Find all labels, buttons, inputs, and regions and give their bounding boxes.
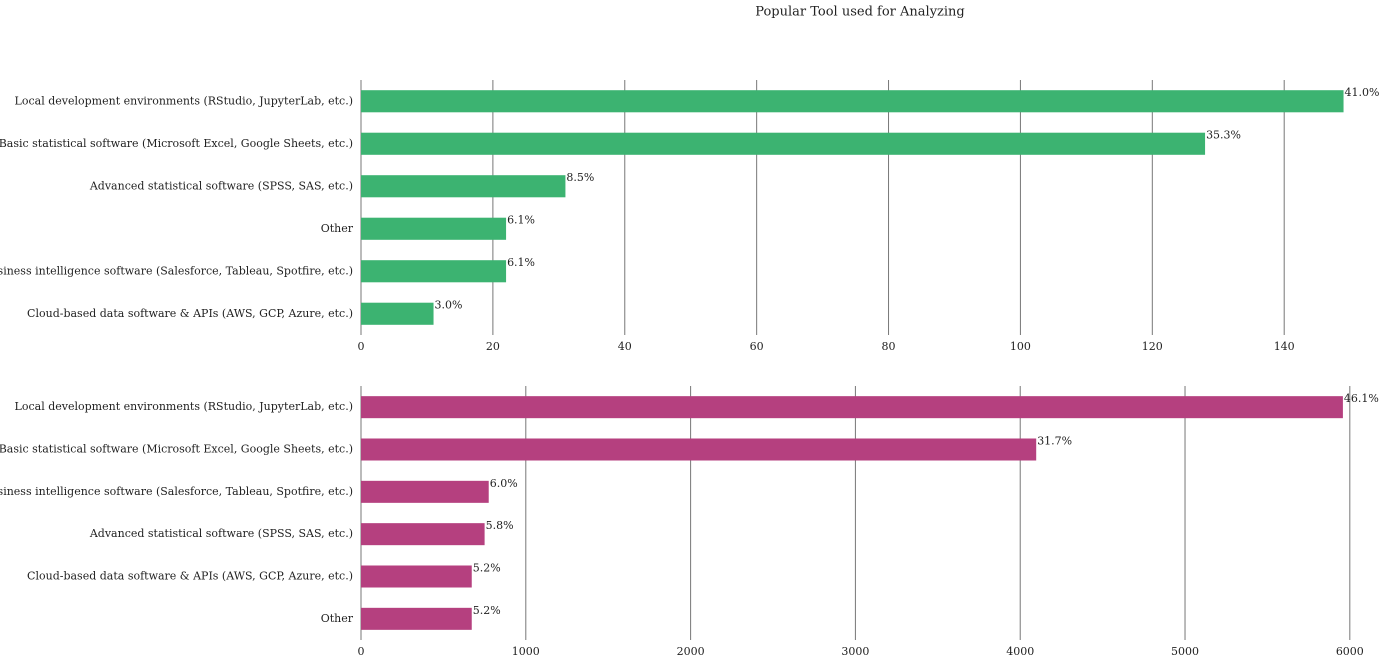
x-tick-label: 0 [358,645,365,658]
x-tick-label: 140 [1274,340,1295,353]
value-label: 46.1% [1344,392,1379,405]
value-label: 6.1% [507,214,535,227]
value-label: 6.1% [507,256,535,269]
value-label: 31.7% [1037,434,1072,447]
x-tick-label: 40 [618,340,632,353]
value-label: 8.5% [566,171,594,184]
value-label: 5.8% [486,519,514,532]
value-label: 35.3% [1206,129,1241,142]
bar [361,217,507,240]
bar [361,523,485,546]
bar [361,175,566,198]
y-tick-label: Other [321,612,354,625]
value-label: 3.0% [435,299,463,312]
bar [361,396,1343,419]
y-tick-label: Basic statistical software (Microsoft Ex… [0,137,353,150]
x-tick-label: 0 [358,340,365,353]
x-tick-label: 2000 [677,645,705,658]
value-label: 41.0% [1345,86,1380,99]
y-tick-label: Local development environments (RStudio,… [15,400,353,413]
bar [361,132,1206,155]
x-tick-label: 5000 [1171,645,1199,658]
bar [361,90,1344,113]
bar [361,302,434,325]
y-tick-label: Advanced statistical software (SPSS, SAS… [89,179,353,192]
y-tick-label: Local development environments (RStudio,… [15,94,353,107]
bar [361,260,507,283]
bar [361,565,472,588]
x-tick-label: 60 [750,340,764,353]
x-tick-label: 20 [486,340,500,353]
x-tick-label: 100 [1010,340,1031,353]
y-tick-label: Business intelligence software (Salesfor… [0,485,353,498]
y-tick-label: Business intelligence software (Salesfor… [0,264,353,277]
chart-title: Popular Tool used for Analyzing [755,5,965,20]
y-tick-label: Cloud-based data software & APIs (AWS, G… [27,307,353,320]
value-label: 6.0% [490,477,518,490]
x-tick-label: 6000 [1336,645,1364,658]
bar [361,480,489,503]
y-tick-label: Other [321,222,354,235]
y-tick-label: Cloud-based data software & APIs (AWS, G… [27,570,353,583]
y-tick-label: Advanced statistical software (SPSS, SAS… [89,527,353,540]
bar [361,438,1037,461]
value-label: 5.2% [473,561,501,574]
bar [361,607,472,630]
x-tick-label: 80 [882,340,896,353]
x-tick-label: 3000 [841,645,869,658]
x-tick-label: 4000 [1006,645,1034,658]
x-tick-label: 120 [1142,340,1163,353]
value-label: 5.2% [473,604,501,617]
y-tick-label: Basic statistical software (Microsoft Ex… [0,443,353,456]
x-tick-label: 1000 [512,645,540,658]
